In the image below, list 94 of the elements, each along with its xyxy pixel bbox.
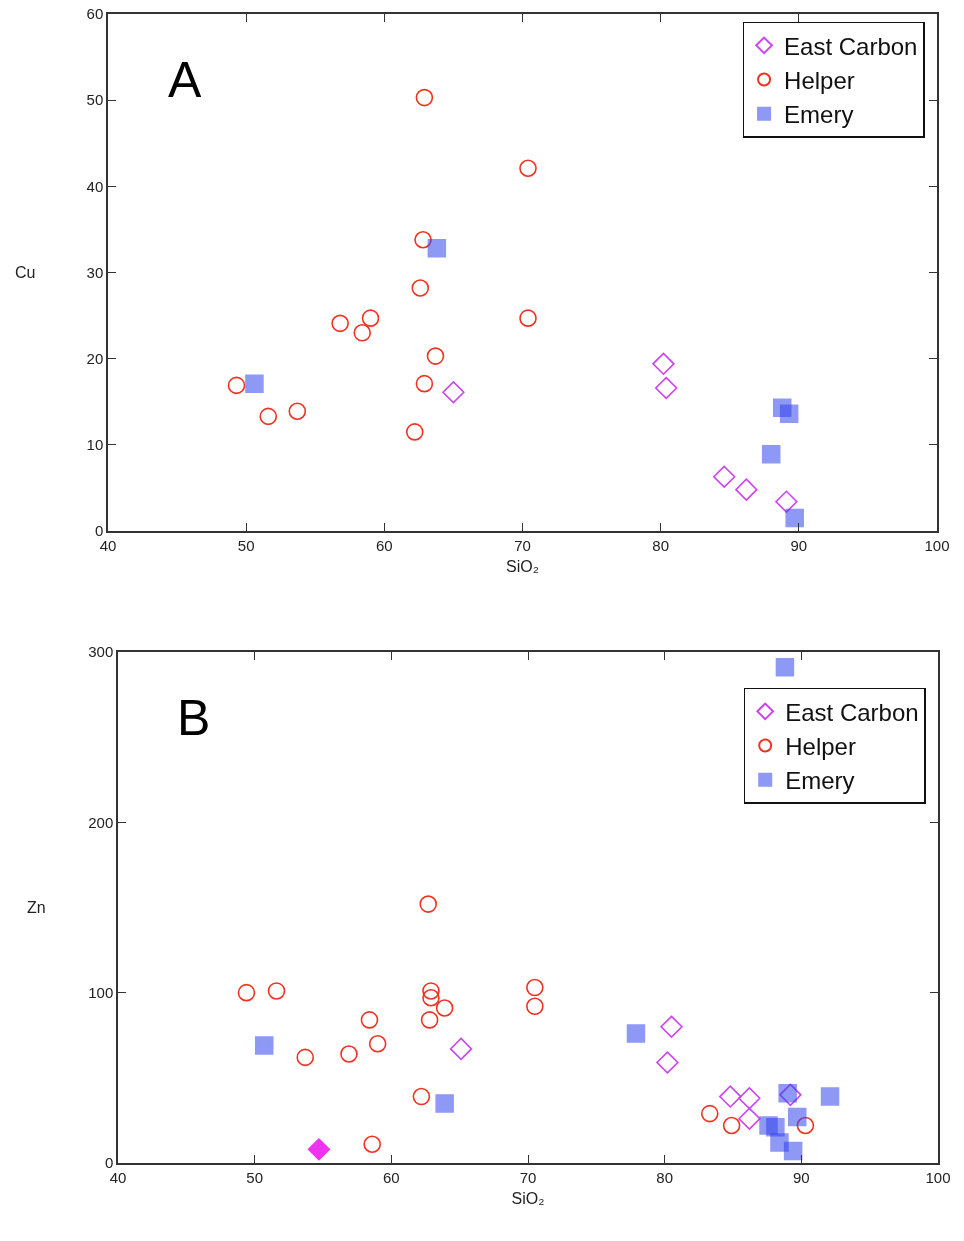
point (296, 1048, 315, 1067)
y-tick-label: 10 (86, 436, 104, 454)
point (307, 1138, 331, 1161)
point (775, 490, 798, 513)
x-tick-label: 90 (792, 1168, 810, 1186)
point (656, 1051, 679, 1074)
point (519, 159, 537, 178)
point (722, 1116, 741, 1135)
y-tick-label: 30 (86, 263, 104, 281)
point (411, 279, 430, 297)
point (700, 1104, 719, 1123)
point (422, 982, 440, 1000)
legend-label: Helper (785, 732, 856, 760)
x-tick-label: 80 (652, 536, 670, 554)
x-tick-label: 80 (656, 1168, 674, 1186)
x-axis-title: SiO₂ (511, 1189, 545, 1207)
point (770, 1133, 789, 1152)
point (331, 314, 349, 333)
legend-label: East Carbon (785, 698, 919, 726)
y-tick-label: 50 (86, 91, 104, 109)
point (820, 1087, 840, 1106)
y-tick-label: 0 (94, 522, 104, 540)
legend-label: Emery (784, 101, 854, 129)
point (435, 999, 454, 1017)
point (761, 445, 781, 464)
point (405, 423, 424, 441)
x-tick-label: 90 (790, 536, 808, 554)
x-tick-label: 100 (924, 536, 950, 554)
point (288, 402, 307, 421)
point (415, 374, 434, 393)
point (363, 1135, 381, 1154)
point (785, 508, 804, 528)
x-tick-label: 70 (514, 536, 531, 554)
point (449, 1037, 473, 1061)
point (796, 1116, 815, 1135)
point (353, 324, 372, 342)
point (660, 1015, 683, 1038)
point (526, 997, 544, 1016)
point (526, 978, 544, 997)
legend-label: East Carbon (784, 32, 918, 60)
point (713, 465, 736, 488)
point (415, 88, 434, 107)
point (426, 347, 445, 365)
point (360, 1011, 379, 1029)
point (442, 381, 465, 404)
y-tick-label: 20 (86, 349, 104, 367)
point (361, 309, 380, 327)
legend-label: Emery (785, 767, 855, 795)
point (778, 1083, 797, 1103)
point (227, 376, 246, 395)
point (735, 478, 758, 501)
y-tick-label: 100 (88, 983, 114, 1001)
point (719, 1085, 742, 1108)
point (738, 1107, 761, 1130)
point (654, 376, 678, 400)
point (368, 1034, 387, 1053)
point (427, 239, 447, 258)
point (422, 988, 440, 1007)
point (779, 1083, 802, 1107)
y-axis-title: Cu (15, 264, 36, 281)
point (787, 1107, 807, 1127)
x-tick-label: 50 (237, 536, 255, 554)
point (738, 1087, 761, 1110)
point (237, 983, 256, 1002)
point (519, 309, 537, 327)
point (435, 1094, 454, 1113)
annotation: B (177, 690, 211, 746)
x-tick-label: 50 (246, 1168, 264, 1186)
point (340, 1045, 358, 1063)
point (626, 1024, 646, 1043)
legend-label: Helper (784, 66, 855, 94)
y-tick-label: 300 (88, 643, 114, 661)
annotation: A (168, 52, 202, 108)
point (245, 374, 264, 393)
y-axis-title: Zn (27, 899, 46, 916)
point (254, 1036, 274, 1055)
y-tick-label: 60 (86, 5, 104, 23)
point (652, 352, 675, 376)
x-tick-label: 60 (382, 1168, 400, 1186)
point (779, 404, 799, 424)
point (775, 658, 795, 677)
point (419, 895, 438, 913)
x-axis-title: SiO₂ (506, 557, 539, 575)
point (259, 407, 278, 426)
y-tick-label: 40 (86, 177, 104, 195)
point (412, 1087, 431, 1106)
x-tick-label: 60 (375, 536, 393, 554)
point (414, 230, 432, 249)
x-tick-label: 70 (519, 1168, 537, 1186)
point (783, 1141, 803, 1161)
point (267, 982, 286, 1000)
x-tick-label: 100 (925, 1168, 951, 1186)
y-tick-label: 200 (88, 813, 114, 831)
point (420, 1011, 439, 1029)
